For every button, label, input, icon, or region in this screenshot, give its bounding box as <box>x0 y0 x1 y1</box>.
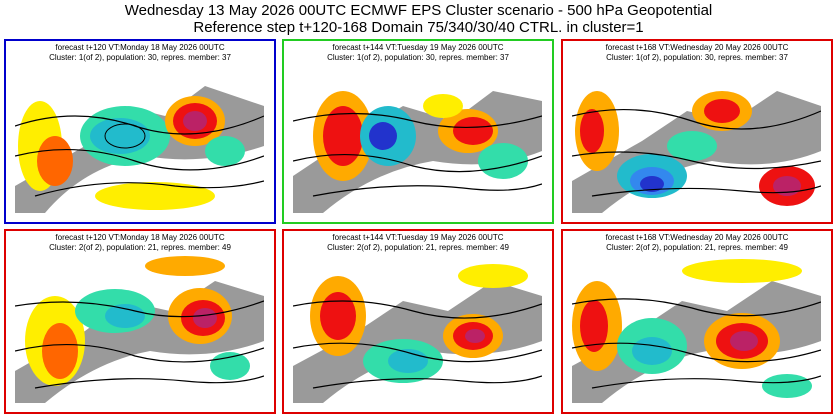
anomaly-map <box>15 256 264 403</box>
anomaly-map <box>15 66 264 213</box>
panel-cluster-label: Cluster: 1(of 2), population: 30, repres… <box>606 53 788 62</box>
cluster-1-t144-panel: forecast t+144 VT:Tuesday 19 May 2026 00… <box>282 39 554 224</box>
figure-title: Wednesday 13 May 2026 00UTC ECMWF EPS Cl… <box>124 2 713 19</box>
anomaly-map <box>572 256 821 403</box>
cluster-2-t144-panel: forecast t+144 VT:Tuesday 19 May 2026 00… <box>282 229 554 414</box>
panel-forecast-label: forecast t+168 VT:Wednesday 20 May 2026 … <box>605 43 789 52</box>
anomaly-map <box>293 256 542 403</box>
panel-header: forecast t+120 VT:Monday 18 May 2026 00U… <box>6 233 274 253</box>
panel-cluster-label: Cluster: 1(of 2), population: 30, repres… <box>327 53 509 62</box>
panel-forecast-label: forecast t+120 VT:Monday 18 May 2026 00U… <box>55 233 225 242</box>
panel-forecast-label: forecast t+168 VT:Wednesday 20 May 2026 … <box>605 233 789 242</box>
cluster-1-t120-panel: forecast t+120 VT:Monday 18 May 2026 00U… <box>4 39 276 224</box>
cluster-2-t168-panel: forecast t+168 VT:Wednesday 20 May 2026 … <box>561 229 833 414</box>
figure-subtitle: Reference step t+120-168 Domain 75/340/3… <box>193 19 644 36</box>
panel-header: forecast t+120 VT:Monday 18 May 2026 00U… <box>6 43 274 63</box>
panel-header: forecast t+144 VT:Tuesday 19 May 2026 00… <box>284 43 552 63</box>
panel-header: forecast t+168 VT:Wednesday 20 May 2026 … <box>563 43 831 63</box>
panel-header: forecast t+144 VT:Tuesday 19 May 2026 00… <box>284 233 552 253</box>
panel-cluster-label: Cluster: 1(of 2), population: 30, repres… <box>49 53 231 62</box>
anomaly-map <box>572 66 821 213</box>
panel-forecast-label: forecast t+144 VT:Tuesday 19 May 2026 00… <box>332 43 504 52</box>
panel-forecast-label: forecast t+120 VT:Monday 18 May 2026 00U… <box>55 43 225 52</box>
panel-cluster-label: Cluster: 2(of 2), population: 21, repres… <box>327 243 509 252</box>
panel-cluster-label: Cluster: 2(of 2), population: 21, repres… <box>606 243 788 252</box>
anomaly-map <box>293 66 542 213</box>
panel-header: forecast t+168 VT:Wednesday 20 May 2026 … <box>563 233 831 253</box>
panel-cluster-label: Cluster: 2(of 2), population: 21, repres… <box>49 243 231 252</box>
cluster-2-t120-panel: forecast t+120 VT:Monday 18 May 2026 00U… <box>4 229 276 414</box>
cluster-1-t168-panel: forecast t+168 VT:Wednesday 20 May 2026 … <box>561 39 833 224</box>
panel-forecast-label: forecast t+144 VT:Tuesday 19 May 2026 00… <box>332 233 504 242</box>
